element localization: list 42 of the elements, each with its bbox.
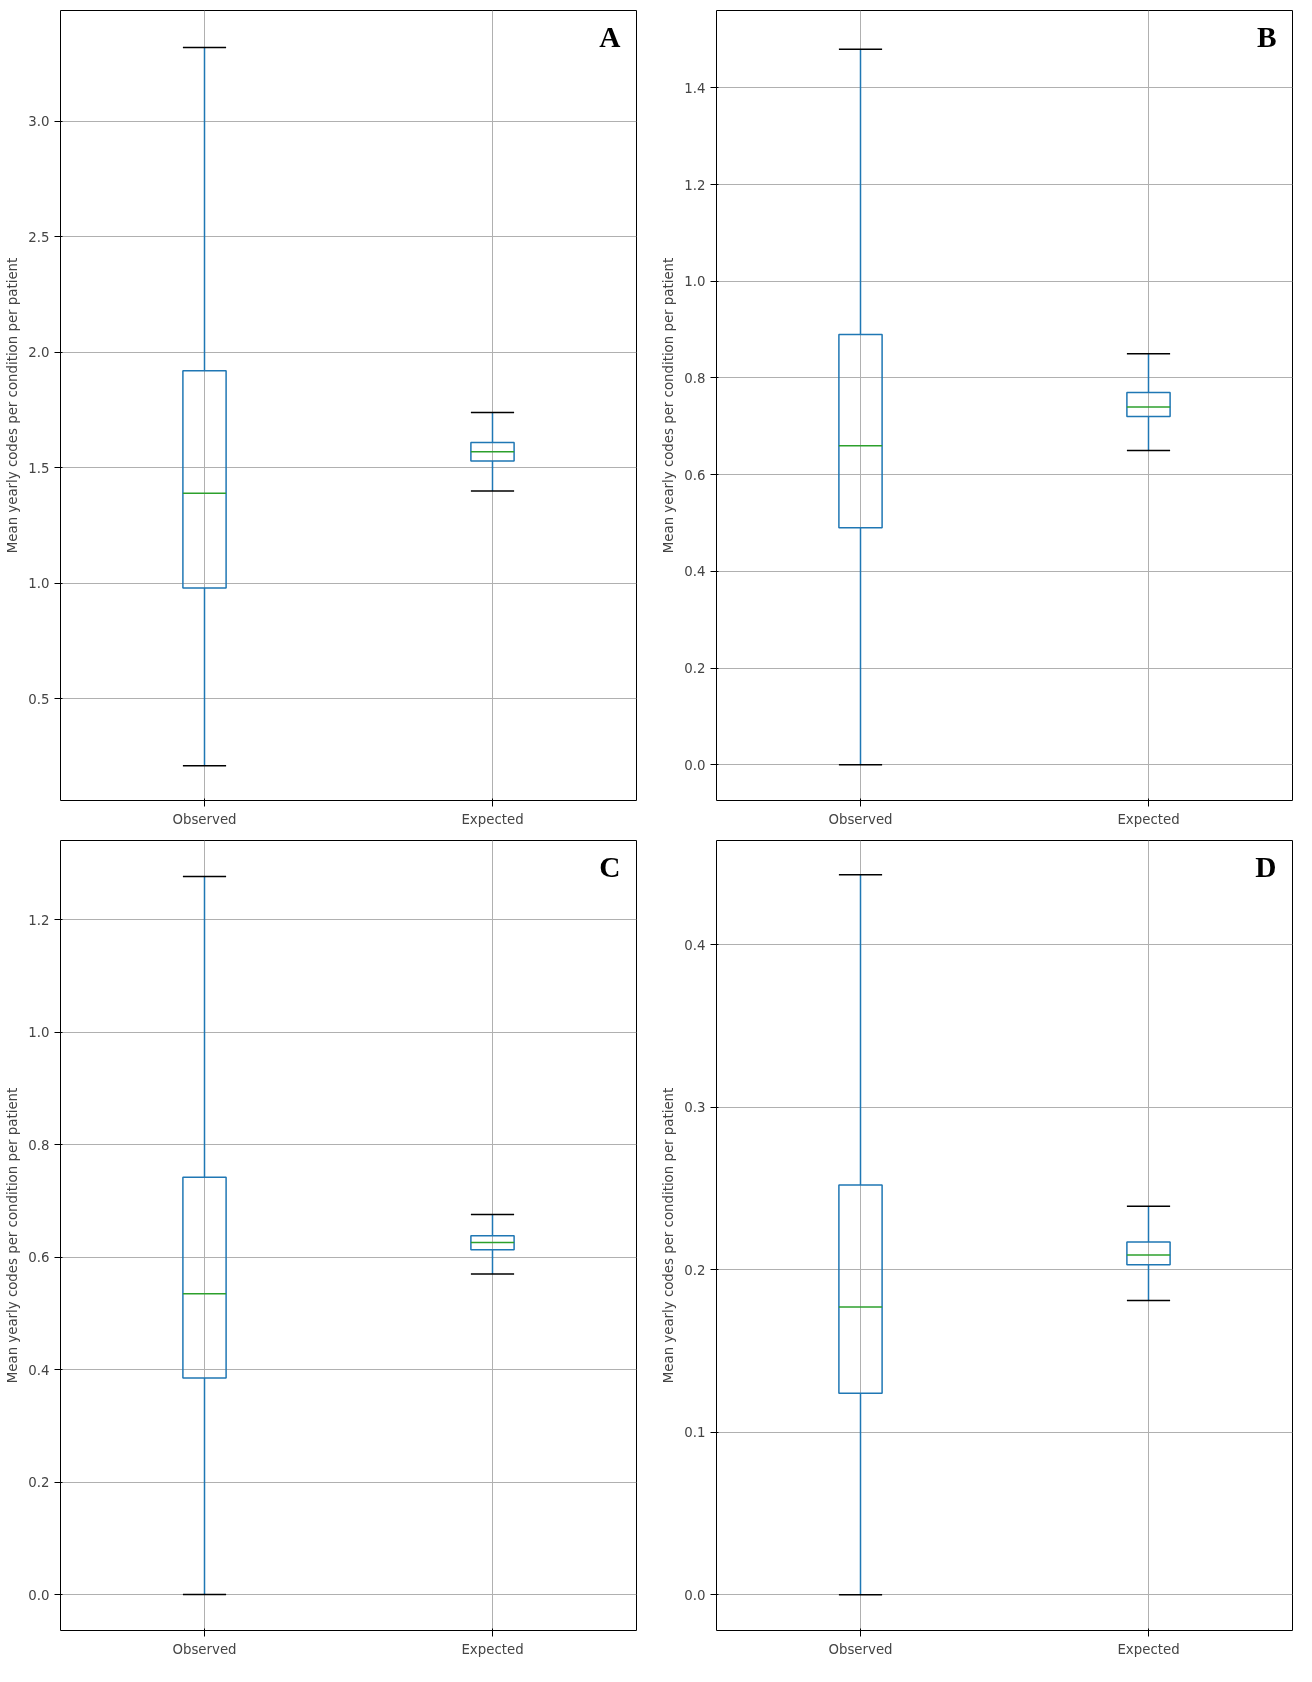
y-tick-label: 0.0 xyxy=(684,757,706,773)
y-tick-label: 0.4 xyxy=(684,937,706,953)
y-tick-label: 1.2 xyxy=(28,912,50,928)
y-tick-label: 0.8 xyxy=(28,1137,50,1153)
annotation: D xyxy=(1255,850,1277,883)
y-tick-label: 2.5 xyxy=(28,229,50,245)
x-tick-label: Observed xyxy=(828,811,893,827)
annotation: B xyxy=(1256,20,1277,53)
y-axis-title: Mean yearly codes per condition per patient xyxy=(5,257,21,554)
y-tick-label: 0.4 xyxy=(28,1362,50,1378)
y-tick-label: 2.0 xyxy=(28,345,50,361)
y-axis-title: Mean yearly codes per condition per patient xyxy=(661,1087,677,1384)
y-tick-label: 0.5 xyxy=(28,691,50,707)
x-tick-label: Expected xyxy=(1117,811,1180,827)
y-tick-label: 0.6 xyxy=(684,467,706,483)
x-tick-label: Observed xyxy=(172,811,237,827)
y-tick-label: 1.0 xyxy=(28,1025,50,1041)
y-tick-label: 0.8 xyxy=(684,370,706,386)
y-tick-label: 1.5 xyxy=(28,460,50,476)
y-tick-label: 0.1 xyxy=(684,1425,706,1441)
x-tick-label: Observed xyxy=(828,1641,893,1657)
y-tick-label: 0.6 xyxy=(28,1250,50,1266)
x-tick-label: Expected xyxy=(461,1641,524,1657)
x-tick-label: Expected xyxy=(1117,1641,1180,1657)
annotation: C xyxy=(599,850,621,883)
y-tick-label: 0.4 xyxy=(684,564,706,580)
x-tick-label: Expected xyxy=(461,811,524,827)
annotation: A xyxy=(599,20,621,53)
y-tick-label: 1.4 xyxy=(684,80,706,96)
y-tick-label: 0.3 xyxy=(684,1100,706,1116)
y-tick-label: 0.2 xyxy=(684,1262,706,1278)
y-tick-label: 0.0 xyxy=(684,1587,706,1603)
y-tick-label: 0.0 xyxy=(28,1587,50,1603)
y-axis-title: Mean yearly codes per condition per patient xyxy=(661,257,677,554)
y-tick-label: 1.0 xyxy=(684,274,706,290)
y-axis-title: Mean yearly codes per condition per patient xyxy=(5,1087,21,1384)
y-tick-label: 1.0 xyxy=(28,576,50,592)
x-tick-label: Observed xyxy=(172,1641,237,1657)
y-tick-label: 1.2 xyxy=(684,177,706,193)
y-tick-label: 0.2 xyxy=(684,661,706,677)
y-tick-label: 0.2 xyxy=(28,1475,50,1491)
y-tick-label: 3.0 xyxy=(28,114,50,130)
